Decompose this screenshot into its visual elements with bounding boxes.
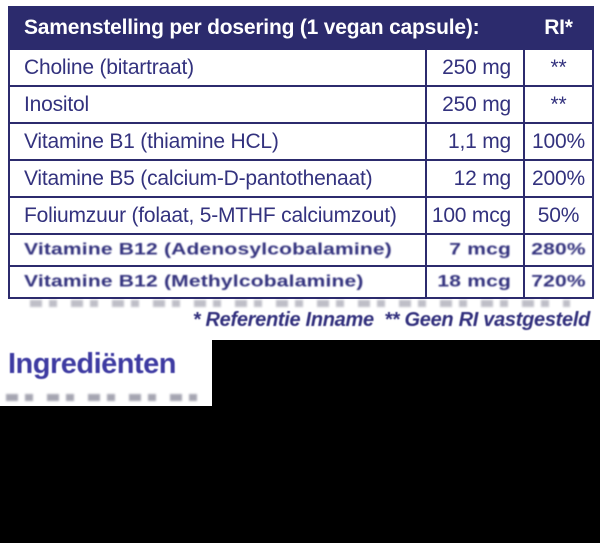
table-row: Vitamine B12 (Adenosylcobalamine) 7 mcg …: [8, 233, 594, 267]
faded-text-line: [6, 394, 198, 401]
ingredient-ri: **: [550, 92, 567, 116]
ingredient-ri: 100%: [532, 129, 585, 153]
ri-column-header: RI*: [523, 6, 594, 50]
ingredient-amount: 7 mcg: [449, 240, 511, 259]
ingredient-ri: 200%: [532, 166, 585, 190]
ingredient-amount: 250 mg: [442, 55, 511, 79]
table-title: Samenstelling per dosering (1 vegan caps…: [8, 6, 525, 50]
ingredient-name: Vitamine B12 (Methylcobalamine): [24, 272, 364, 291]
ingredient-amount: 18 mcg: [437, 272, 511, 291]
ingredient-amount: 250 mg: [442, 92, 511, 116]
table-row: Vitamine B12 (Methylcobalamine) 18 mcg 7…: [8, 265, 594, 299]
ingredient-amount: 12 mg: [453, 166, 512, 190]
ingredient-amount: 1,1 mg: [448, 129, 511, 153]
table-row: Choline (bitartraat) 250 mg **: [8, 48, 594, 87]
table-row: Foliumzuur (folaat, 5-MTHF calciumzout) …: [8, 196, 594, 235]
label-continuation: Ingrediënten: [0, 340, 212, 406]
ingredient-amount: 100 mcg: [431, 203, 511, 227]
ingredients-heading: Ingrediënten: [8, 348, 177, 380]
ingredient-ri: 280%: [531, 240, 586, 259]
table-header-row: Samenstelling per dosering (1 vegan caps…: [8, 6, 594, 50]
ingredient-name: Choline (bitartraat): [24, 55, 194, 79]
reference-intake-footnote: * Referentie Inname ** Geen RI vastgeste…: [192, 309, 591, 331]
faded-text-line: [30, 300, 570, 307]
ingredient-ri: 50%: [537, 203, 580, 227]
ingredient-name: Vitamine B12 (Adenosylcobalamine): [24, 240, 392, 259]
ingredient-name: Vitamine B5 (calcium-D-pantothenaat): [24, 166, 373, 190]
ingredient-name: Inositol: [24, 92, 89, 116]
table-row: Inositol 250 mg **: [8, 85, 594, 124]
ingredient-name: Vitamine B1 (thiamine HCL): [24, 129, 279, 153]
composition-table: Samenstelling per dosering (1 vegan caps…: [8, 6, 594, 299]
ingredient-ri: **: [550, 55, 567, 79]
ingredient-ri: 720%: [531, 272, 586, 291]
composition-table-body: Choline (bitartraat) 250 mg ** Inositol …: [8, 48, 594, 299]
table-row: Vitamine B5 (calcium-D-pantothenaat) 12 …: [8, 159, 594, 198]
table-row: Vitamine B1 (thiamine HCL) 1,1 mg 100%: [8, 122, 594, 161]
ingredient-name: Foliumzuur (folaat, 5-MTHF calciumzout): [24, 203, 397, 227]
